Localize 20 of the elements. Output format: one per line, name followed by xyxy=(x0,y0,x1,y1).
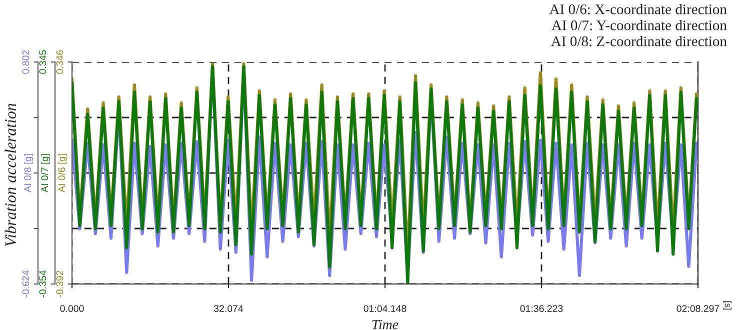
y3-tick-label: -0.392 xyxy=(56,270,64,298)
x-axis-title: Time xyxy=(372,320,398,330)
y3-tick-label: 0.346 xyxy=(56,50,64,74)
y3-axis-title: AI 0/6 [g] xyxy=(58,154,68,192)
text: Vibration acceleration xyxy=(4,104,16,246)
text: AI 0/8: Z-coordinate direction xyxy=(550,36,727,46)
text: AI 0/7: Y-coordinate direction xyxy=(552,20,727,30)
text: [s] xyxy=(723,301,732,310)
x-tick-label: 02:08.297 xyxy=(676,305,720,312)
y2-tick-label: 0.345 xyxy=(39,50,46,74)
y2-axis-title: AI 0/7 [g] xyxy=(40,154,50,192)
text: AI 0/6: X-coordinate direction xyxy=(549,4,727,14)
x-tick-label: 32.074 xyxy=(214,305,244,312)
x-tick-label: 01:04.148 xyxy=(364,305,406,312)
y2-tick-label: -0.354 xyxy=(39,270,46,298)
y-tick-label: -0.624 xyxy=(22,270,30,298)
x-tick-label: 01:36.223 xyxy=(520,305,563,312)
y-axis-title: AI 0/8 [g] xyxy=(24,154,34,192)
x-tick-label: 0.000 xyxy=(60,305,84,312)
y-tick-label: 0.802 xyxy=(22,50,30,74)
